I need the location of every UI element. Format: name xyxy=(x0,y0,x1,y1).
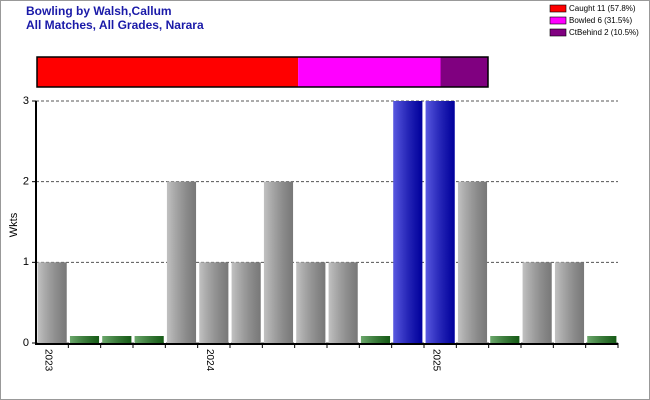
bar-shade xyxy=(296,262,326,343)
bar-shade xyxy=(554,262,585,343)
bar-shade xyxy=(37,262,67,343)
legend-label: Caught 11 (57.8%) xyxy=(569,4,636,13)
x-tick-label: 2025 xyxy=(431,349,442,372)
bar-shade xyxy=(522,262,552,343)
chart-title: Bowling by Walsh,Callum xyxy=(26,4,172,18)
y-tick-label: 3 xyxy=(23,95,29,107)
legend-swatch xyxy=(549,16,567,25)
bar-shade xyxy=(328,262,358,343)
bar-shade xyxy=(457,181,488,343)
bar-shade xyxy=(69,336,100,343)
y-tick-label: 1 xyxy=(23,256,29,268)
bar-shade xyxy=(393,101,423,343)
bar-shade xyxy=(134,336,164,343)
bar-shade xyxy=(425,101,455,343)
bar-shade xyxy=(166,181,197,343)
bar-shade xyxy=(360,336,391,343)
x-tick-label: 2023 xyxy=(43,349,54,372)
legend-swatch xyxy=(549,28,567,37)
legend-label: CtBehind 2 (10.5%) xyxy=(569,28,639,37)
y-axis-label: Wkts xyxy=(8,212,20,237)
bar-shade xyxy=(263,181,294,343)
stacked-segment xyxy=(298,57,441,87)
bar-shade xyxy=(231,262,261,343)
bar-shade xyxy=(587,336,617,343)
bar-shade xyxy=(199,262,229,343)
x-tick-label: 2024 xyxy=(204,349,215,372)
legend-swatch xyxy=(549,4,567,13)
stacked-segment xyxy=(37,57,299,87)
chart-subtitle: All Matches, All Grades, Narara xyxy=(26,18,204,32)
bar-shade xyxy=(490,336,520,343)
legend-label: Bowled 6 (31.5%) xyxy=(569,16,632,25)
stacked-segment xyxy=(440,57,488,87)
y-tick-label: 0 xyxy=(23,337,29,349)
y-tick-label: 2 xyxy=(23,176,29,188)
bar-shade xyxy=(102,336,132,343)
stacked-frame xyxy=(36,56,489,88)
